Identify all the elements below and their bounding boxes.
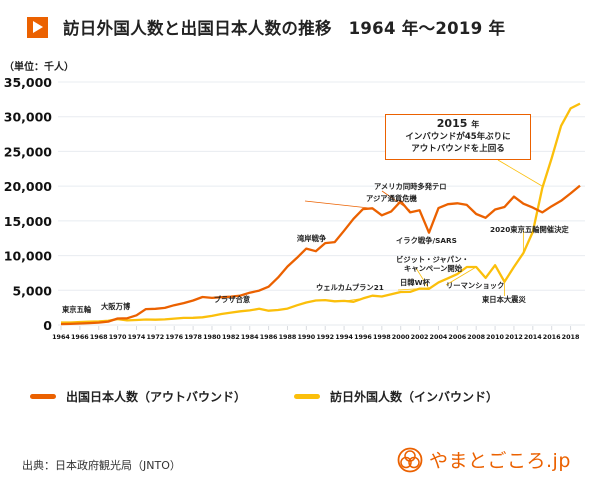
x-tick-label: 1978 <box>184 333 202 341</box>
yamatogokoro-logo-icon <box>397 447 423 472</box>
annotations: 東京五輪 大阪万博 プラザ合意 湾岸戦争 アジア通貨危機 アメリカ同時多発テロイラク戦争/… <box>62 182 569 314</box>
legend-swatch-outbound <box>30 394 56 399</box>
event-annotation: イラク戦争/SARS <box>396 236 457 245</box>
event-annotation: アメリカ同時多発テロ <box>374 182 447 191</box>
series-line-inbound <box>61 102 581 324</box>
event-annotation: 東日本大震災 <box>482 295 526 304</box>
legend-item-inbound: 訪日外国人数（インバウンド） <box>294 388 498 405</box>
y-tick-label: 20,000 <box>4 179 53 194</box>
event-annotation: ウェルカムプラン21 <box>316 283 384 292</box>
annotation-leaders <box>304 159 543 302</box>
callout-line-1: インバウンドが45年ぶりに <box>405 132 511 142</box>
callout-line-2: アウトバウンドを上回る <box>411 144 505 154</box>
callout-box-2015: 2015 年 インバウンドが45年ぶりに アウトバウンドを上回る <box>385 114 531 160</box>
event-annotation: 湾岸戦争 <box>297 234 327 243</box>
chart-title-bar: 訪日外国人数と出国日本人数の推移 1964 年～2019 年 <box>27 13 505 41</box>
event-annotation: ビジット・ジャパン・ <box>396 255 469 264</box>
x-tick-label: 2000 <box>392 333 410 341</box>
y-tick-label: 30,000 <box>4 110 53 125</box>
x-tick-label: 1988 <box>279 333 297 341</box>
y-tick-label: 15,000 <box>4 214 53 229</box>
callout-year: 2015 年 <box>436 117 480 130</box>
legend-item-outbound: 出国日本人数（アウトバウンド） <box>30 388 246 405</box>
x-tick-label: 2010 <box>486 333 504 341</box>
x-tick-label: 1998 <box>373 333 391 341</box>
line-chart: 0 5,000 10,000 15,000 20,000 25,000 30,000 35,0… <box>4 75 585 341</box>
series-lines <box>60 102 581 326</box>
y-tick-label: 10,000 <box>4 249 53 264</box>
chart-title: 訪日外国人数と出国日本人数の推移 1964 年～2019 年 <box>63 19 506 38</box>
x-tick-label: 1968 <box>90 333 108 341</box>
x-tick-label: 2002 <box>411 333 429 341</box>
x-tick-label: 1996 <box>354 333 372 341</box>
event-annotation: アジア通貨危機 <box>366 194 417 203</box>
x-tick-label: 1964 <box>52 333 70 341</box>
unit-label: （単位：千人） <box>4 62 74 73</box>
logo-text: やまとごころ.jp <box>429 450 571 472</box>
source-credit: 出典：日本政府観光局（JNTO） <box>22 459 181 472</box>
legend: 出国日本人数（アウトバウンド） 訪日外国人数（インバウンド） <box>30 388 590 405</box>
legend-label-outbound: 出国日本人数（アウトバウンド） <box>66 390 247 404</box>
x-tick-label: 2014 <box>524 333 542 341</box>
y-tick-label: 5,000 <box>12 283 52 298</box>
x-tick-label: 1982 <box>222 333 240 341</box>
annotation-leader <box>304 200 373 209</box>
x-tick-label: 2008 <box>467 333 485 341</box>
x-tick-label: 1970 <box>109 333 127 341</box>
y-tick-label: 35,000 <box>4 75 53 90</box>
event-annotation: 大阪万博 <box>101 302 131 311</box>
legend-label-inbound: 訪日外国人数（インバウンド） <box>330 390 499 404</box>
x-tick-label: 2006 <box>448 333 466 341</box>
x-tick-label: 1990 <box>297 333 315 341</box>
event-annotation: 日韓W杯 <box>400 278 431 287</box>
x-tick-label: 1992 <box>316 333 334 341</box>
x-tick-label: 1994 <box>335 333 353 341</box>
event-annotation: リーマンショック <box>446 281 504 290</box>
event-annotation: プラザ合意 <box>214 295 251 304</box>
x-tick-label: 2018 <box>562 333 580 341</box>
event-annotation: キャンペーン開始 <box>404 264 463 273</box>
grid-lines <box>58 81 585 326</box>
annotation-leader <box>445 266 477 286</box>
x-tick-label: 1980 <box>203 333 221 341</box>
event-annotation: 2020東京五輪開催決定 <box>490 225 569 234</box>
x-tick-label: 2012 <box>505 333 523 341</box>
x-tick-label: 1986 <box>260 333 278 341</box>
y-axis-ticks: 0 5,000 10,000 15,000 20,000 25,000 30,000 35,0… <box>4 75 53 333</box>
x-tick-label: 2016 <box>543 333 561 341</box>
annotation-leader <box>497 159 543 187</box>
x-tick-label: 1976 <box>165 333 183 341</box>
legend-swatch-inbound <box>294 394 321 399</box>
x-tick-label: 2004 <box>430 333 448 341</box>
y-tick-label: 0 <box>43 318 52 333</box>
event-annotation: 東京五輪 <box>62 305 92 314</box>
x-tick-label: 1974 <box>128 333 146 341</box>
x-tick-label: 1966 <box>71 333 89 341</box>
y-tick-label: 25,000 <box>4 144 53 159</box>
x-tick-label: 1984 <box>241 333 259 341</box>
series-line-outbound <box>60 184 581 326</box>
x-axis-ticks: 1964 1966 1968 1970 1974 1972 1976 1978 1980 1982… <box>52 326 580 341</box>
x-tick-label: 1972 <box>146 333 164 341</box>
annotation-leader <box>415 267 430 290</box>
site-logo[interactable]: やまとごころ.jp <box>397 446 571 473</box>
play-triangle-icon <box>27 16 48 38</box>
